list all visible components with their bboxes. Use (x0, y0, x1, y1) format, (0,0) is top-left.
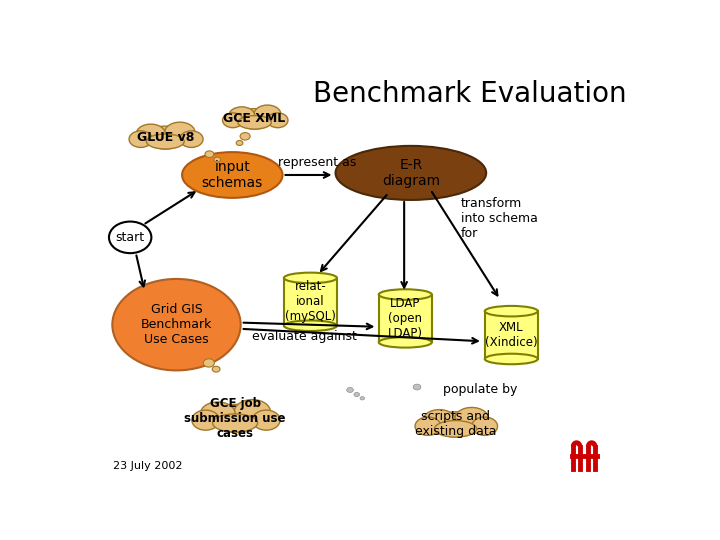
Circle shape (205, 151, 214, 158)
Ellipse shape (200, 402, 235, 425)
Ellipse shape (112, 279, 240, 370)
Circle shape (214, 157, 220, 162)
Ellipse shape (284, 320, 337, 331)
Text: LDAP
(open
LDAP): LDAP (open LDAP) (388, 297, 423, 340)
Circle shape (240, 133, 250, 140)
Ellipse shape (455, 408, 489, 430)
Circle shape (212, 366, 220, 372)
Ellipse shape (212, 404, 258, 432)
Circle shape (413, 384, 421, 390)
Ellipse shape (182, 152, 282, 198)
Text: GCE XML: GCE XML (223, 112, 286, 125)
Text: XML
(Xindice): XML (Xindice) (485, 321, 538, 349)
Ellipse shape (146, 126, 184, 149)
Ellipse shape (238, 116, 271, 129)
Ellipse shape (434, 421, 477, 437)
Circle shape (354, 393, 359, 396)
Ellipse shape (192, 410, 220, 430)
Ellipse shape (146, 134, 184, 149)
Ellipse shape (379, 337, 432, 348)
Text: E-R
diagram: E-R diagram (382, 158, 440, 188)
Ellipse shape (222, 113, 243, 127)
Ellipse shape (212, 414, 258, 432)
Text: scripts and
existing data: scripts and existing data (415, 410, 496, 438)
Ellipse shape (485, 354, 538, 364)
Ellipse shape (379, 289, 432, 300)
Text: represent as: represent as (279, 156, 357, 168)
Ellipse shape (336, 146, 486, 200)
Text: start: start (116, 231, 145, 244)
Circle shape (236, 140, 243, 145)
Text: GCE job
submission use
cases: GCE job submission use cases (184, 397, 286, 440)
Text: Grid GIS
Benchmark
Use Cases: Grid GIS Benchmark Use Cases (141, 303, 212, 346)
Circle shape (203, 359, 215, 367)
Ellipse shape (472, 417, 498, 435)
Circle shape (360, 396, 364, 400)
Ellipse shape (284, 273, 337, 283)
Ellipse shape (165, 122, 195, 143)
Text: transform
into schema
for: transform into schema for (461, 197, 538, 240)
Ellipse shape (129, 131, 152, 147)
FancyBboxPatch shape (485, 311, 538, 359)
Ellipse shape (423, 410, 456, 430)
Ellipse shape (253, 410, 280, 430)
Circle shape (347, 388, 354, 393)
Circle shape (109, 221, 151, 253)
Ellipse shape (434, 412, 477, 437)
Ellipse shape (485, 306, 538, 316)
Text: relat-
ional
(mySQL): relat- ional (mySQL) (285, 280, 336, 323)
Text: Benchmark Evaluation: Benchmark Evaluation (312, 80, 626, 108)
Text: populate by: populate by (443, 383, 517, 396)
Ellipse shape (415, 417, 441, 435)
Text: input
schemas: input schemas (202, 160, 263, 190)
Ellipse shape (234, 400, 271, 424)
Ellipse shape (229, 107, 255, 124)
FancyBboxPatch shape (284, 278, 337, 326)
Ellipse shape (254, 105, 281, 124)
Ellipse shape (238, 109, 271, 129)
Ellipse shape (136, 124, 166, 143)
Text: 23 July 2002: 23 July 2002 (114, 461, 183, 471)
FancyBboxPatch shape (379, 294, 432, 342)
Ellipse shape (267, 113, 288, 127)
Text: evaluate against: evaluate against (253, 329, 357, 343)
Ellipse shape (180, 131, 203, 147)
Text: GLUE v8: GLUE v8 (137, 131, 194, 144)
